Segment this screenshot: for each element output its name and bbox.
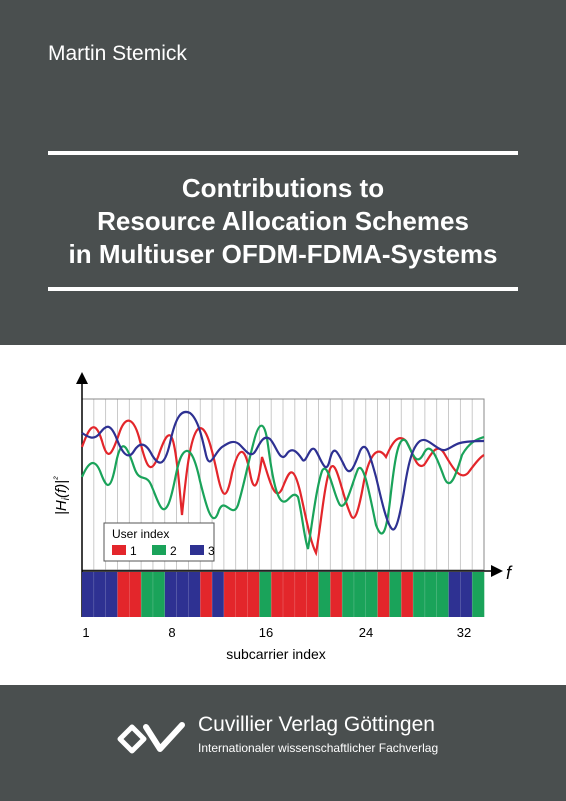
allocation-cell [200,572,213,617]
allocation-cell [176,572,189,617]
allocation-cell [460,572,473,617]
x-tick-label: 24 [359,625,373,640]
allocation-cell [401,572,414,617]
channel-figure: f |Hi(f)|² User index 1 2 3 1 8 [0,345,566,685]
channel-plot: f |Hi(f)|² User index 1 2 3 1 8 [52,372,513,662]
allocation-cell [389,572,402,617]
allocation-cell [105,572,118,617]
allocation-cell [212,572,225,617]
allocation-cell [448,572,461,617]
x-tick-label: 1 [82,625,89,640]
allocation-cell [342,572,355,617]
title-line-1: Contributions to [181,173,385,203]
title-line-3: in Multiuser OFDM-FDMA-Systems [68,239,498,269]
curve-user-2 [80,424,485,550]
allocation-cell [365,572,378,617]
top-rule [48,151,518,155]
cover-bottom-panel: Cuvillier Verlag Göttingen International… [0,685,566,801]
y-axis-label: |Hi(f)|² [52,476,72,515]
allocation-bar [82,572,485,617]
allocation-cell [294,572,307,617]
legend-label-2: 2 [170,544,177,558]
allocation-cell [318,572,331,617]
allocation-cell [164,572,177,617]
allocation-cell [141,572,154,617]
allocation-cell [235,572,248,617]
allocation-cell [353,572,367,617]
x-axis-label: subcarrier index [226,646,326,662]
title-line-2: Resource Allocation Schemes [97,206,469,236]
legend-swatch-2 [152,545,166,555]
allocation-cell [247,572,260,617]
allocation-cell [117,572,130,617]
allocation-cell [436,572,449,617]
publisher-name: Cuvillier Verlag Göttingen [198,713,435,736]
book-title: Contributions to Resource Allocation Sch… [0,172,566,271]
allocation-cell [413,572,426,617]
allocation-cell [377,572,390,617]
legend: User index 1 2 3 [103,522,215,562]
allocation-cell [188,572,201,617]
legend-label-3: 3 [208,544,215,558]
legend-swatch-3 [190,545,204,555]
legend-swatch-1 [112,545,126,555]
allocation-cell [259,572,272,617]
legend-label-1: 1 [130,544,137,558]
legend-title: User index [112,527,169,541]
cuvillier-logo-icon [117,722,185,754]
allocation-cell [271,572,284,617]
x-axis-symbol: f [506,563,513,583]
bottom-rule [48,287,518,291]
allocation-cell [82,572,95,617]
allocation-cell [306,572,319,617]
allocation-cell [424,572,438,617]
allocation-cell [472,572,485,617]
allocation-cell [129,572,142,617]
publisher-subtitle: Internationaler wissenschaftlicher Fachv… [198,741,439,755]
allocation-cell [223,572,237,617]
x-tick-label: 8 [168,625,175,640]
allocation-cell [283,572,296,617]
x-tick-label: 16 [259,625,273,640]
x-tick-label: 32 [457,625,471,640]
allocation-cell [93,572,106,617]
allocation-cell [152,572,166,617]
cover-top-panel: Martin Stemick Contributions to Resource… [0,0,566,345]
curve-user-3 [81,410,485,531]
author-name: Martin Stemick [48,42,187,65]
allocation-cell [330,572,343,617]
